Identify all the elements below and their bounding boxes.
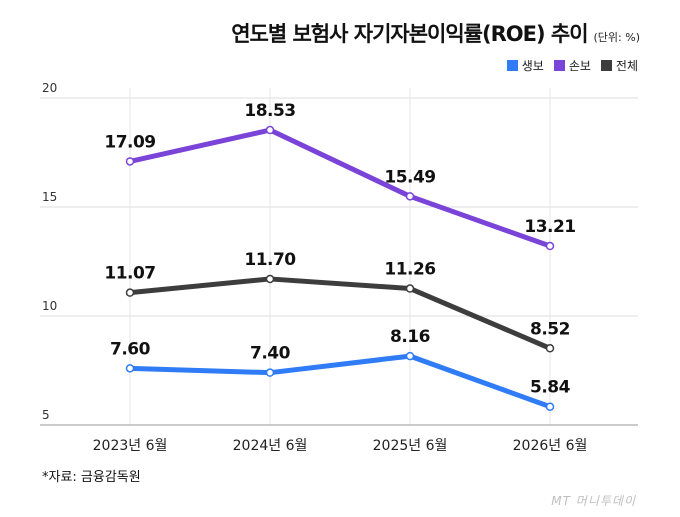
data-point [125,364,135,373]
legend-item: 손보 [553,57,591,74]
unit-label: (단위: %) [593,31,640,44]
y-tick-label: 15 [42,190,57,204]
x-tick-label: 2026년 6월 [513,438,588,454]
data-point [545,241,555,251]
y-tick-label: 20 [42,81,57,95]
data-label: 8.52 [530,319,570,339]
title-block: 연도별 보험사 자기자본이익률(ROE) 추이 (단위: %) [231,18,640,48]
legend-label: 전체 [615,59,638,73]
legend-swatch [553,60,565,71]
series-line-3 [127,276,553,351]
data-point [405,284,415,293]
data-point [125,157,135,166]
data-label: 17.09 [104,132,155,152]
x-tick-label: 2024년 6월 [233,438,308,454]
data-point [265,274,275,284]
series-line-2 [127,127,553,249]
data-label: 11.26 [384,260,435,280]
legend-label: 생보 [521,59,544,73]
legend-item: 전체 [600,57,638,74]
y-tick-label: 10 [42,299,57,313]
data-point [545,402,555,411]
legend-label: 손보 [568,59,591,73]
data-label: 11.70 [244,250,296,270]
series-line-1 [127,353,553,410]
watermark-logo: MT 머니투데이 [551,494,636,508]
data-label: 7.40 [250,344,291,364]
legend-swatch [600,60,612,71]
data-point [405,351,415,361]
data-label: 5.84 [530,378,571,398]
data-label: 8.16 [390,327,430,347]
source-note: *자료: 금융감독원 [42,470,141,485]
data-point [265,125,275,135]
data-label: 13.21 [524,217,575,237]
legend: 생보 손보 전체 [506,57,638,74]
data-point [405,192,415,201]
chart-title: 연도별 보험사 자기자본이익률(ROE) 추이 [231,22,588,46]
data-label: 15.49 [384,167,435,187]
legend-item: 생보 [506,57,544,74]
y-tick-label: 5 [42,408,50,422]
data-label: 7.60 [110,339,151,359]
data-point [545,344,555,353]
x-tick-label: 2023년 6월 [93,438,168,454]
data-label: 11.07 [104,264,155,284]
data-label: 18.53 [244,101,295,121]
data-point [125,288,135,297]
x-tick-label: 2025년 6월 [373,438,448,454]
legend-swatch [506,60,518,71]
data-point [265,368,275,377]
